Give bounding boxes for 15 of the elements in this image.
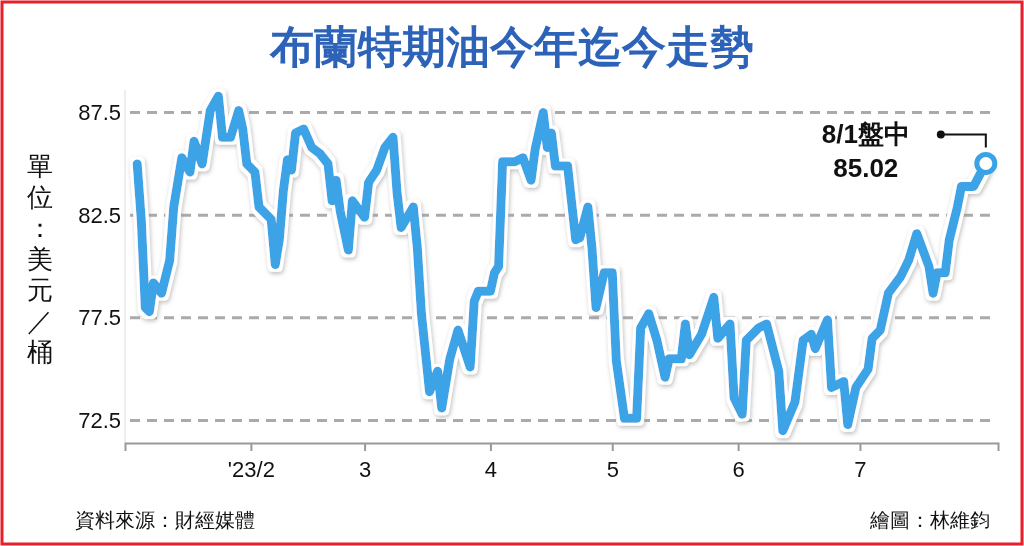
text: 繪圖：林維鈞 — [869, 508, 990, 532]
y-tick-label: 87.5 — [78, 100, 121, 126]
x-tick-label: 6 — [732, 456, 745, 482]
y-tick-label: 77.5 — [78, 305, 121, 331]
y-tick-label: 72.5 — [78, 407, 121, 433]
annotation: 8/1盤中 85.02 — [821, 119, 910, 184]
y-axis-title: 單位：美元／桶 — [27, 151, 53, 367]
x-tick-label: 4 — [484, 456, 498, 482]
chart-title: 布蘭特期油今年迄今走勢 — [269, 21, 754, 72]
x-tick-label: '23/2 — [227, 456, 275, 482]
source-note: 資料來源：財經媒體 — [75, 508, 255, 532]
x-tick-label: 3 — [358, 456, 372, 482]
y-tick-label: 82.5 — [78, 202, 121, 228]
x-tick-label: 7 — [854, 456, 867, 482]
x-tick-label: 5 — [606, 456, 619, 482]
